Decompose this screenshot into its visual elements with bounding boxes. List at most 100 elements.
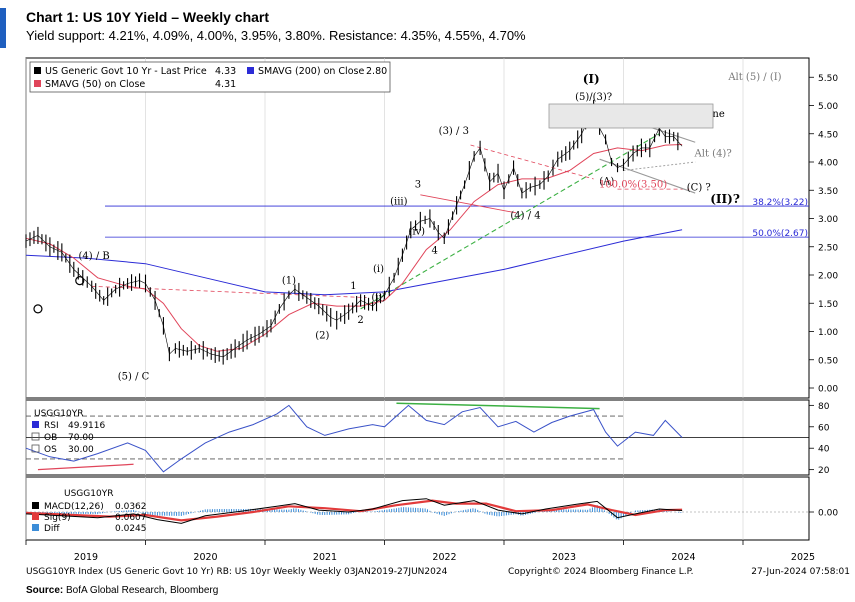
price-y-tick-label: 4.50: [818, 130, 838, 140]
price-y-tick-label: 5.00: [818, 102, 838, 112]
legend-swatch-sma50: [34, 80, 41, 87]
x-tick-label: 2024: [671, 552, 695, 563]
footer-timestamp: 27-Jun-2024 07:58:01: [751, 567, 850, 577]
wave-annotation: (1): [282, 275, 296, 286]
price-y-tick-label: 2.00: [818, 272, 838, 282]
wave-annotation: 2: [357, 315, 363, 326]
wave-annotation: (I): [583, 72, 600, 86]
macd-line: [25, 498, 683, 524]
wave-annotation: (i): [373, 264, 384, 275]
macd-legend-value: 0.0362: [115, 502, 147, 512]
wave-marker-circle-2: [75, 276, 85, 286]
macd-legend-label: MACD(12,26): [44, 502, 104, 512]
legend-swatch-os: [31, 444, 40, 453]
wave-annotation: (iv): [408, 226, 425, 237]
legend-sma50-label: SMAVG (50) on Close: [45, 79, 145, 90]
footer-copyright: Copyright© 2024 Bloomberg Finance L.P.: [508, 567, 693, 577]
diff-legend-value: 0.0245: [115, 524, 147, 534]
sma50-line: [25, 144, 683, 352]
fib-level-label: 38.2%(3.22): [752, 198, 808, 208]
wave-annotation: (4) / B: [78, 251, 109, 262]
wave-annotation: (3) / 3: [439, 126, 469, 137]
rsi-legend-value: 49.9116: [68, 421, 105, 431]
legend-sma200-value: 2.80: [366, 66, 387, 77]
title-accent-bar: [0, 8, 6, 48]
buy-zone-box: [548, 103, 714, 129]
red-solid-channel: [420, 194, 517, 214]
price-y-tick-label: 4.00: [818, 159, 838, 169]
price-y-tick-label: 3.50: [818, 187, 838, 197]
os-legend-value: 30.00: [68, 445, 94, 455]
price-legend: US Generic Govt 10 Yr - Last Price 4.33 …: [29, 61, 391, 93]
rsi-y-tick-label: 20: [818, 466, 830, 476]
wave-annotation: (C) ?: [687, 182, 711, 193]
wave-annotation: (A): [599, 177, 614, 188]
footer-index-info: USGG10YR Index (US Generic Govt 10 Yr) R…: [26, 567, 448, 577]
legend-swatch-macd: [32, 502, 39, 509]
x-tick-label: 2025: [791, 552, 815, 563]
rsi-red-trend: [37, 463, 134, 471]
legend-swatch-signal: [32, 513, 39, 520]
rsi-y-tick-label: 80: [818, 402, 830, 412]
chart-subtitle: Yield support: 4.21%, 4.09%, 4.00%, 3.95…: [26, 28, 526, 43]
signal-legend-label: Sig(9): [44, 513, 71, 523]
wave-annotation: 4: [432, 246, 438, 257]
signal-legend-value: 0.0607: [115, 513, 147, 523]
fib-level-label: 50.0%(2.67): [752, 229, 808, 239]
wave-annotation: (ii): [371, 292, 385, 303]
legend-price-value: 4.33: [215, 66, 236, 77]
legend-swatch-rsi: [32, 421, 39, 428]
rsi-legend: USGG10YR RSI 49.9116 OB 70.00 OS 30.00: [31, 409, 105, 455]
wave-annotation: Alt (4)?: [694, 148, 732, 159]
x-tick-label: 2019: [74, 552, 98, 563]
wave-annotation: (4) / 4: [510, 211, 540, 222]
x-tick-label: 2022: [432, 552, 456, 563]
wave-marker-circle-1: [33, 304, 43, 314]
legend-swatch-ob: [31, 432, 40, 441]
legend-sma200-label: SMAVG (200) on Close: [258, 66, 364, 77]
price-y-tick-label: 1.50: [818, 300, 838, 310]
red-dashed-trend-2: [470, 144, 594, 180]
wave-annotation: 100.0%(3.50): [599, 179, 667, 190]
source-label: Source:: [26, 585, 64, 596]
ob-legend-value: 70.00: [68, 433, 94, 443]
wave-annotation: (iii): [390, 196, 407, 207]
wave-annotation: 3: [415, 179, 421, 190]
price-y-tick-label: 2.50: [818, 243, 838, 253]
source-note: Source: BofA Global Research, Bloomberg: [26, 585, 218, 596]
price-line: [25, 107, 683, 358]
rsi-legend-ticker: USGG10YR: [34, 409, 83, 419]
legend-price-label: US Generic Govt 10 Yr - Last Price: [45, 66, 207, 77]
price-y-tick-label: 5.50: [818, 74, 838, 84]
macd-signal-line: [25, 499, 683, 522]
legend-swatch-sma200: [247, 67, 254, 74]
wave-annotation: 1: [350, 281, 356, 292]
x-tick-label: 2021: [313, 552, 337, 563]
grey-support-line: [599, 158, 696, 194]
wave-annotation: (II)?: [710, 192, 740, 206]
source-text: BofA Global Research, Bloomberg: [66, 585, 219, 596]
chart-title: Chart 1: US 10Y Yield – Weekly chart: [26, 9, 270, 25]
os-legend-label: OS: [44, 445, 57, 455]
price-y-tick-label: 3.00: [818, 215, 838, 225]
price-y-tick-label: 0.00: [818, 385, 838, 395]
sma200-line: [25, 229, 683, 296]
legend-swatch-diff: [32, 524, 39, 531]
wave-annotation: (2): [315, 330, 329, 341]
macd-legend-ticker: USGG10YR: [64, 489, 113, 499]
diff-legend-label: Diff: [44, 524, 60, 534]
x-tick-label: 2020: [193, 552, 217, 563]
rsi-line: [25, 404, 683, 473]
rsi-y-tick-label: 60: [818, 423, 830, 433]
rsi-divergence-line: [396, 402, 600, 410]
wave-annotation: Alt (5) / (I): [727, 72, 781, 83]
rsi-y-tick-label: 40: [818, 445, 830, 455]
wave-annotation: (5)/(3)?: [575, 92, 612, 103]
wave-annotation: (5) / C: [118, 372, 150, 383]
price-y-tick-label: 1.00: [818, 328, 838, 338]
macd-legend: USGG10YR MACD(12,26) 0.0362 Sig(9) 0.060…: [32, 489, 147, 534]
red-dashed-trend-1: [91, 285, 367, 298]
ob-legend-label: OB: [44, 433, 57, 443]
price-y-tick-label: 0.50: [818, 356, 838, 366]
